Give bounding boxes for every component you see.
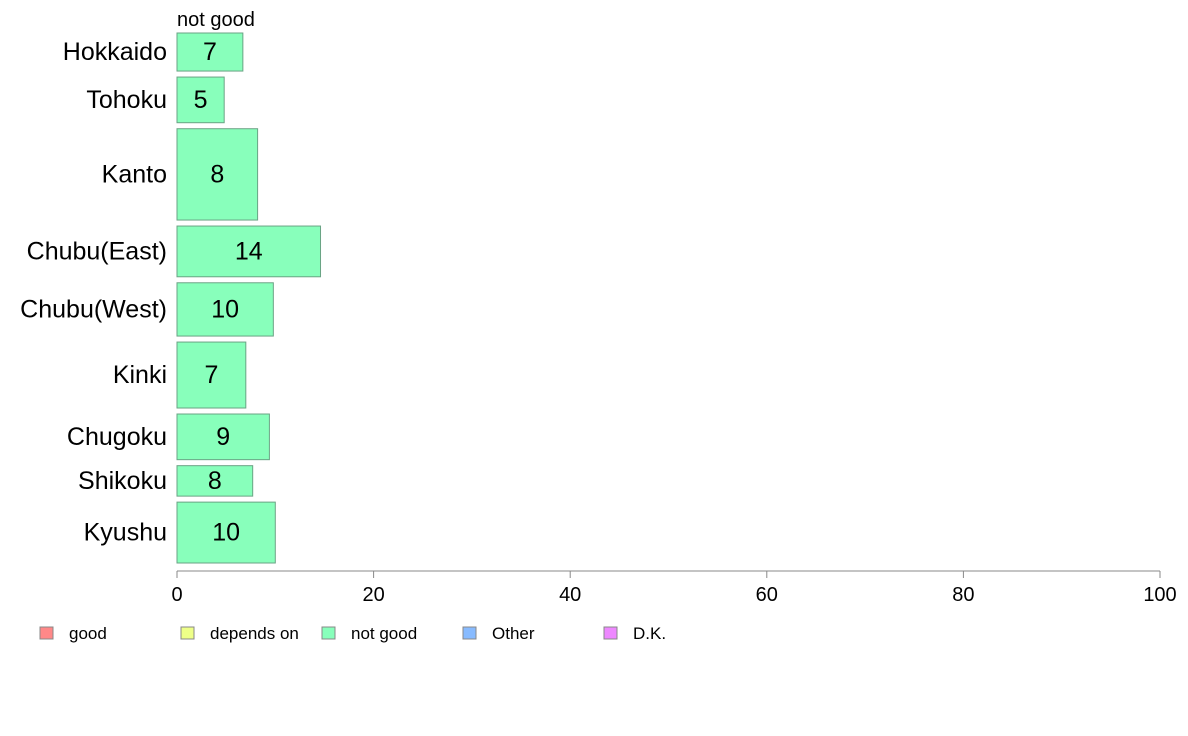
legend-swatch: [39, 626, 54, 640]
category-label: Chubu(West): [20, 295, 167, 323]
bar-value-label: 7: [203, 38, 217, 66]
bar-value-label: 14: [235, 237, 263, 265]
category-label: Hokkaido: [63, 38, 167, 66]
category-label: Chugoku: [67, 423, 167, 451]
bar-chubu-east-: [176, 225, 322, 278]
bar-value-label: 9: [216, 423, 230, 451]
bar-hokkaido: [176, 32, 244, 72]
x-axis: 0 20 40 60 80 100: [171, 570, 1177, 606]
category-label: Chubu(East): [27, 237, 167, 265]
x-tick-label: 60: [756, 584, 778, 606]
category-label: Kanto: [102, 160, 167, 188]
bar-value-label: 10: [212, 519, 240, 547]
category-label: Kinki: [113, 361, 167, 389]
bar-shikoku: [176, 465, 254, 497]
x-tick-label: 40: [559, 584, 581, 606]
legend-swatch: [603, 626, 618, 640]
bars: 7 Hokkaido 5 Tohoku 8 Kanto 14 Chubu(East) 10 Chu…: [20, 32, 322, 564]
legend-label: Other: [492, 624, 535, 643]
bar-chubu-west-: [176, 282, 274, 337]
x-tick-label: 100: [1143, 584, 1176, 606]
bar-value-label: 8: [208, 467, 222, 495]
series-title: not good: [177, 9, 255, 31]
bar-value-label: 5: [194, 86, 208, 114]
legend-swatch: [462, 626, 477, 640]
bar-kanto: [176, 128, 259, 221]
legend-label: D.K.: [633, 624, 666, 643]
legend: good depends on not good Other D.K.: [39, 624, 666, 643]
bar-value-label: 10: [211, 295, 239, 323]
x-tick-label: 20: [362, 584, 384, 606]
bar-kinki: [176, 341, 247, 409]
legend-swatch: [180, 626, 195, 640]
bar-kyushu: [176, 501, 276, 564]
bar-tohoku: [176, 76, 225, 124]
category-label: Tohoku: [86, 86, 167, 114]
bar-value-label: 7: [204, 361, 218, 389]
x-tick-label: 80: [952, 584, 974, 606]
bar-chugoku: [176, 413, 270, 461]
legend-label: not good: [351, 624, 417, 643]
bar-value-label: 8: [210, 160, 224, 188]
legend-label: depends on: [210, 624, 299, 643]
x-tick-label: 0: [171, 584, 182, 606]
category-label: Shikoku: [78, 467, 167, 495]
legend-swatch: [321, 626, 336, 640]
category-label: Kyushu: [84, 519, 167, 547]
legend-label: good: [69, 624, 107, 643]
